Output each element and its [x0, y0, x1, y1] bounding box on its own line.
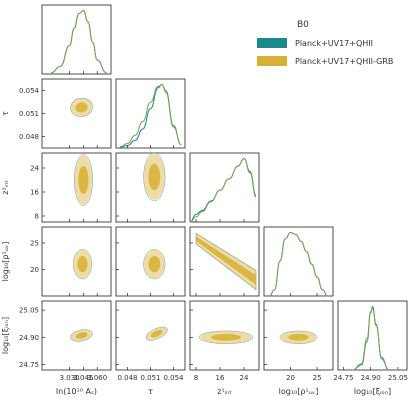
x-tick-label-tau-0: 0.048 [117, 374, 137, 382]
x-axis-label-z1int: z¹ᵢₙₜ [217, 387, 231, 396]
x-axis-label-xi: log₁₀[ξᵢₒₙ] [354, 387, 391, 396]
panel-frame-tau-lnAs [41, 78, 112, 149]
x-tick-label-xi-2: 25.05 [388, 374, 408, 382]
legend-item-qhii: Planck+UV17+QHII [257, 36, 407, 50]
contour-inner-lnAs-z1int [78, 165, 89, 195]
legend-title: B0 [297, 20, 309, 30]
y-tick-label-xi-0: 24.75 [19, 361, 39, 369]
x-tick-label-xi-1: 24.90 [361, 374, 381, 382]
contour-inner-tau-rhoUV [148, 255, 161, 273]
contour-group-lnAs-xi [70, 329, 93, 342]
contour-outer-teal-lnAs-rhoUV [73, 249, 92, 280]
x-tick-label-z1int-2: 24 [240, 374, 249, 382]
marginal-curve-lnAs-qhii-grb [51, 10, 107, 74]
legend: B0 Planck+UV17+QHII Planck+UV17+QHII-GRB [257, 20, 407, 72]
marginal-curve-rhoUV-qhii-grb [269, 232, 328, 297]
panel-frame-xi-tau [115, 300, 186, 371]
y-tick-label-rhoUV-0: 20 [30, 266, 39, 274]
panel-frame-tau-tau [115, 78, 186, 149]
contour-group-lnAs-z1int [73, 154, 93, 206]
y-axis-label-xi: log₁₀[ξᵢₒₙ] [1, 317, 10, 354]
legend-swatch-teal [257, 38, 287, 48]
y-tick-label-z1int-0: 8 [35, 213, 39, 221]
contour-inner-tau-xi [150, 330, 163, 338]
y-tick-label-rhoUV-1: 25 [30, 239, 39, 247]
panel-frame-xi-rhoUV [263, 300, 334, 371]
legend-label-qhii-grb: Planck+UV17+QHII-GRB [295, 56, 394, 66]
contour-outer-teal-tau-xi [145, 326, 168, 341]
contour-outer-teal-tau-z1int [143, 153, 166, 202]
contour-group-rhoUV-xi [279, 330, 318, 344]
contour-inner-lnAs-xi [75, 332, 88, 339]
contour-group-tau-xi [145, 326, 168, 341]
panel-frame-z1int-lnAs [41, 152, 112, 223]
legend-item-qhii-grb: Planck+UV17+QHII-GRB [257, 54, 407, 68]
contour-outer-teal-lnAs-xi [70, 329, 93, 342]
y-axis-label-z1int: z¹ᵢₙₜ [1, 180, 10, 194]
contour-inner-z1int-xi [211, 333, 241, 341]
contour-outer-teal-lnAs-z1int [73, 154, 93, 206]
contour-outer-teal-lnAs-tau [70, 97, 93, 117]
panel-frame-lnAs-lnAs [41, 4, 112, 75]
y-tick-label-z1int-2: 24 [30, 165, 39, 173]
contour-group-z1int-rhoUV [195, 232, 257, 291]
marginal-curve-tau-qhii-grb [119, 84, 182, 148]
contour-outer-teal-z1int-xi [198, 330, 254, 344]
x-tick-label-tau-1: 0.051 [140, 374, 160, 382]
contour-inner-rhoUV-xi [288, 333, 309, 341]
contour-group-lnAs-rhoUV [73, 249, 92, 280]
y-tick-label-tau-1: 0.051 [19, 110, 39, 118]
x-axis-label-rhoUV: log₁₀[ρ¹ᵤᵥ] [279, 387, 319, 396]
y-tick-label-tau-2: 0.054 [19, 87, 40, 95]
marginal-curve-z1int-qhii-grb [189, 158, 257, 223]
y-tick-label-xi-2: 25.05 [19, 307, 39, 315]
contour-outer-teal-tau-rhoUV [143, 249, 166, 280]
y-tick-label-tau-0: 0.048 [19, 133, 39, 141]
x-tick-label-tau-2: 0.054 [163, 374, 184, 382]
x-tick-label-rhoUV-0: 20 [286, 374, 295, 382]
legend-label-qhii: Planck+UV17+QHII [295, 38, 373, 48]
x-tick-label-xi-0: 24.75 [333, 374, 353, 382]
y-axis-label-rhoUV: log₁₀[ρ¹ᵤᵥ] [1, 242, 10, 282]
x-tick-label-lnAs-2: 3.060 [87, 374, 107, 382]
contour-inner-tau-z1int [148, 163, 161, 191]
x-axis-label-tau: τ [148, 387, 153, 396]
x-tick-label-lnAs-0: 3.030 [60, 374, 80, 382]
x-axis-label-lnAs: ln(10¹⁰ Aₛ) [56, 387, 97, 396]
x-tick-label-z1int-1: 16 [216, 374, 225, 382]
panel-frame-xi-xi [337, 300, 408, 371]
x-tick-label-z1int-0: 8 [194, 374, 198, 382]
legend-swatch-gold [257, 56, 287, 66]
contour-inner-z1int-rhoUV [196, 236, 256, 285]
x-tick-label-rhoUV-1: 25 [313, 374, 322, 382]
marginal-curve-xi-qhii-grb [352, 307, 390, 371]
y-tick-label-xi-1: 24.90 [19, 334, 39, 342]
x-tick-label-lnAs-1: 3.045 [73, 374, 93, 382]
contour-inner-lnAs-rhoUV [77, 255, 88, 273]
y-axis-label-tau: τ [1, 111, 10, 116]
contour-group-tau-rhoUV [143, 249, 166, 280]
panel-frame-z1int-tau [115, 152, 186, 223]
contour-group-tau-z1int [143, 153, 166, 202]
y-tick-label-z1int-1: 16 [30, 189, 39, 197]
contour-inner-lnAs-tau [75, 102, 88, 113]
contour-group-lnAs-tau [70, 97, 93, 117]
contour-outer-teal-rhoUV-xi [279, 330, 318, 344]
panel-frame-rhoUV-lnAs [41, 226, 112, 297]
contour-group-z1int-xi [198, 330, 254, 344]
panel-frame-rhoUV-tau [115, 226, 186, 297]
